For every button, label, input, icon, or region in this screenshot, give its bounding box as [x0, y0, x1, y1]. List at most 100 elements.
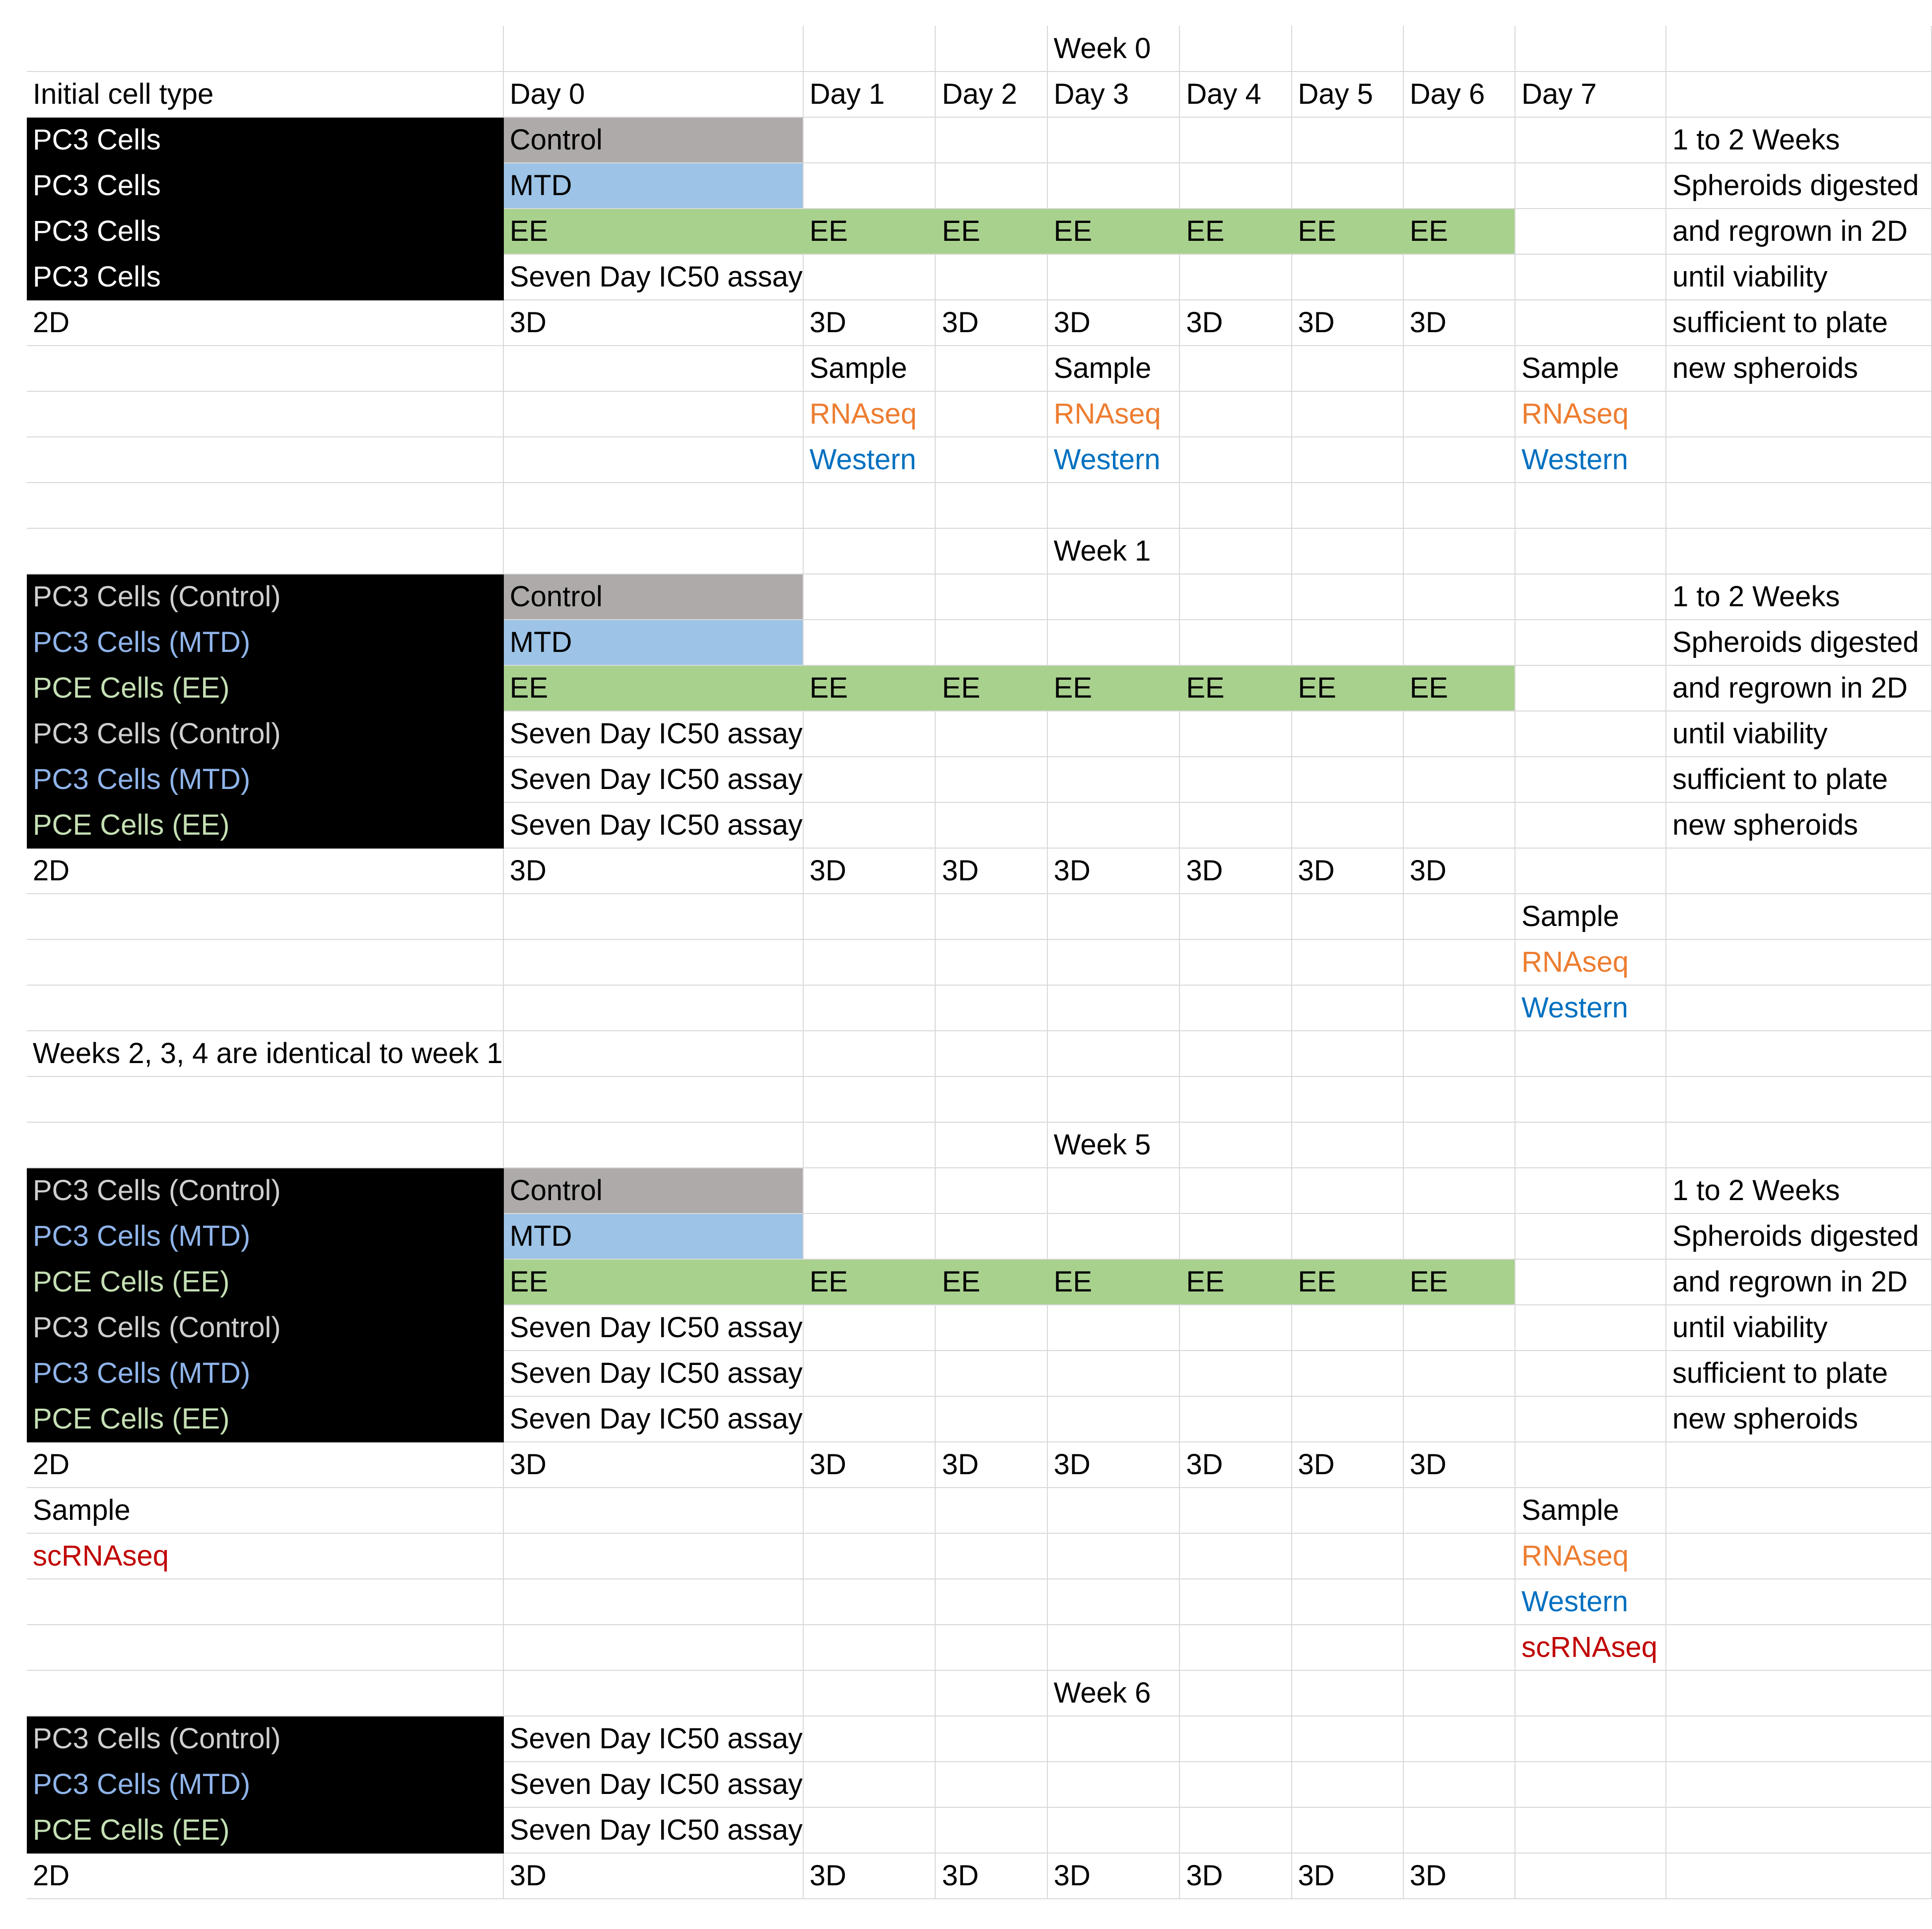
sheet-cell[interactable]	[1665, 1716, 1932, 1762]
sheet-cell[interactable]: PC3 Cells (Control)	[27, 1168, 504, 1214]
sheet-cell[interactable]	[1291, 711, 1404, 757]
sheet-cell[interactable]	[1047, 1031, 1180, 1077]
sheet-cell[interactable]	[1403, 1579, 1516, 1625]
sheet-cell[interactable]: 3D	[1403, 1853, 1516, 1899]
sheet-cell[interactable]: EE	[935, 209, 1048, 255]
sheet-cell[interactable]: 1 to 2 Weeks	[1665, 117, 1932, 163]
sheet-cell[interactable]	[1403, 894, 1516, 940]
sheet-cell[interactable]	[27, 985, 504, 1031]
sheet-cell[interactable]	[1291, 483, 1404, 529]
sheet-cell[interactable]	[1665, 483, 1932, 529]
sheet-cell[interactable]	[1179, 437, 1292, 483]
sheet-cell[interactable]	[1403, 1214, 1516, 1260]
sheet-cell[interactable]	[1179, 711, 1292, 757]
sheet-cell[interactable]: 3D	[803, 1853, 936, 1899]
sheet-cell[interactable]	[503, 1533, 804, 1579]
sheet-cell[interactable]	[935, 802, 1048, 849]
sheet-cell[interactable]	[1047, 574, 1180, 620]
sheet-cell[interactable]	[935, 1396, 1048, 1442]
sheet-cell[interactable]	[935, 574, 1048, 620]
sheet-cell[interactable]	[1665, 1076, 1932, 1123]
sheet-cell[interactable]	[1047, 939, 1180, 986]
sheet-cell[interactable]	[1291, 985, 1404, 1031]
sheet-cell[interactable]	[1515, 1168, 1666, 1214]
sheet-cell[interactable]	[1291, 437, 1404, 483]
sheet-cell[interactable]	[503, 528, 804, 574]
sheet-cell[interactable]	[1403, 1305, 1516, 1351]
sheet-cell[interactable]	[1403, 574, 1516, 620]
sheet-cell[interactable]: Sample	[1515, 346, 1666, 392]
sheet-cell[interactable]: Day 4	[1179, 71, 1292, 118]
sheet-cell[interactable]	[1291, 1716, 1404, 1762]
sheet-cell[interactable]: Seven Day IC50 assay	[503, 1716, 804, 1762]
sheet-cell[interactable]	[1291, 1762, 1404, 1808]
sheet-cell[interactable]	[803, 1351, 936, 1397]
sheet-cell[interactable]	[935, 1533, 1048, 1579]
sheet-cell[interactable]: PC3 Cells (MTD)	[27, 1214, 504, 1260]
sheet-cell[interactable]	[1047, 620, 1180, 666]
sheet-cell[interactable]: EE	[1403, 1259, 1516, 1305]
sheet-cell[interactable]: 1 to 2 Weeks	[1665, 574, 1932, 620]
sheet-cell[interactable]	[1179, 1762, 1292, 1808]
sheet-cell[interactable]	[1179, 1076, 1292, 1123]
sheet-cell[interactable]	[1515, 26, 1666, 72]
sheet-cell[interactable]	[1179, 1122, 1292, 1168]
sheet-cell[interactable]	[1515, 528, 1666, 574]
sheet-cell[interactable]: Seven Day IC50 assay	[503, 1396, 804, 1442]
sheet-cell[interactable]: 3D	[935, 848, 1048, 894]
sheet-cell[interactable]	[803, 1396, 936, 1442]
sheet-cell[interactable]	[1291, 26, 1404, 72]
sheet-cell[interactable]: EE	[1047, 1259, 1180, 1305]
sheet-cell[interactable]	[1047, 1716, 1180, 1762]
sheet-cell[interactable]	[1047, 1533, 1180, 1579]
sheet-cell[interactable]	[1179, 620, 1292, 666]
sheet-cell[interactable]	[1515, 711, 1666, 757]
sheet-cell[interactable]	[935, 346, 1048, 392]
sheet-cell[interactable]	[1403, 1625, 1516, 1671]
sheet-cell[interactable]: EE	[1047, 665, 1180, 712]
sheet-cell[interactable]	[1403, 346, 1516, 392]
sheet-cell[interactable]: Western	[1515, 985, 1666, 1031]
sheet-cell[interactable]: 3D	[1291, 300, 1404, 346]
sheet-cell[interactable]: MTD	[503, 620, 804, 666]
sheet-cell[interactable]	[1403, 1396, 1516, 1442]
sheet-cell[interactable]	[803, 620, 936, 666]
sheet-cell[interactable]	[1179, 1533, 1292, 1579]
sheet-cell[interactable]: EE	[803, 1259, 936, 1305]
sheet-cell[interactable]	[1403, 1168, 1516, 1214]
sheet-cell[interactable]	[1665, 1625, 1932, 1671]
sheet-cell[interactable]: 2D	[27, 1853, 504, 1899]
sheet-cell[interactable]	[1179, 1807, 1292, 1854]
sheet-cell[interactable]	[1179, 1214, 1292, 1260]
sheet-cell[interactable]	[1179, 939, 1292, 986]
sheet-cell[interactable]	[1179, 1670, 1292, 1716]
sheet-cell[interactable]	[1403, 391, 1516, 437]
sheet-cell[interactable]: 3D	[803, 848, 936, 894]
sheet-cell[interactable]: PC3 Cells (Control)	[27, 711, 504, 757]
sheet-cell[interactable]	[1291, 1579, 1404, 1625]
sheet-cell[interactable]	[1515, 757, 1666, 803]
sheet-cell[interactable]	[1403, 117, 1516, 163]
sheet-cell[interactable]: Spheroids digested	[1665, 163, 1932, 209]
sheet-cell[interactable]	[1403, 1122, 1516, 1168]
sheet-cell[interactable]: RNAseq	[1515, 1533, 1666, 1579]
sheet-cell[interactable]: sufficient to plate	[1665, 1351, 1932, 1397]
sheet-cell[interactable]	[1291, 1670, 1404, 1716]
sheet-cell[interactable]: PC3 Cells (Control)	[27, 574, 504, 620]
sheet-cell[interactable]: 1 to 2 Weeks	[1665, 1168, 1932, 1214]
sheet-cell[interactable]	[1179, 757, 1292, 803]
sheet-cell[interactable]	[1179, 1031, 1292, 1077]
sheet-cell[interactable]	[1665, 1488, 1932, 1534]
sheet-cell[interactable]	[1291, 1305, 1404, 1351]
sheet-cell[interactable]	[1665, 1442, 1932, 1488]
sheet-cell[interactable]: Sample	[1047, 346, 1180, 392]
sheet-cell[interactable]	[935, 254, 1048, 300]
sheet-cell[interactable]	[1403, 985, 1516, 1031]
sheet-cell[interactable]	[1403, 939, 1516, 986]
sheet-cell[interactable]	[935, 757, 1048, 803]
sheet-cell[interactable]	[27, 894, 504, 940]
sheet-cell[interactable]	[1291, 117, 1404, 163]
sheet-cell[interactable]	[935, 1168, 1048, 1214]
sheet-cell[interactable]	[1403, 163, 1516, 209]
sheet-cell[interactable]: 3D	[935, 1442, 1048, 1488]
